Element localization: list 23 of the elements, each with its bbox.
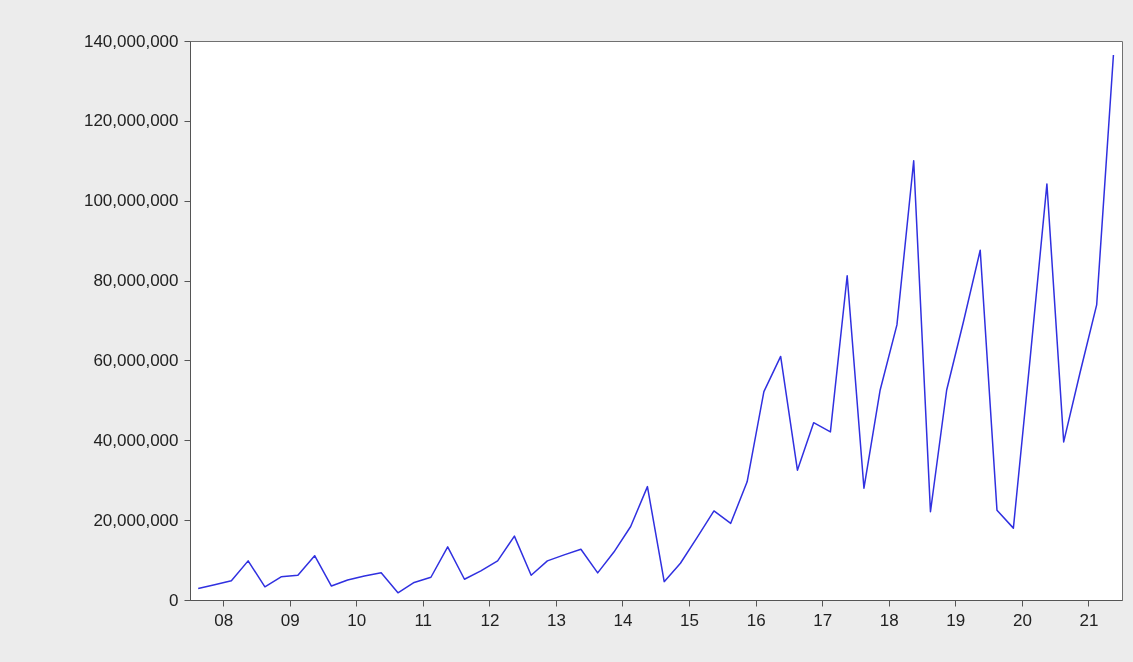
x-tick-label: 11 <box>414 610 433 630</box>
y-tick-label: 0 <box>169 590 179 610</box>
y-tick-label: 20,000,000 <box>93 510 179 530</box>
line-series <box>197 54 1115 594</box>
x-tick-label: 09 <box>280 610 300 630</box>
y-tick-label: 80,000,000 <box>93 271 179 291</box>
x-tick-label: 17 <box>813 610 833 630</box>
x-tick-label: 13 <box>546 610 566 630</box>
x-tick-label: 10 <box>347 610 367 630</box>
x-tick-label: 08 <box>214 610 234 630</box>
x-tick-label: 19 <box>946 610 966 630</box>
x-tick-label: 21 <box>1079 610 1099 630</box>
x-tick-label: 15 <box>680 610 699 630</box>
x-tick-label: 20 <box>1012 610 1032 630</box>
x-tick-label: 16 <box>746 610 766 630</box>
y-tick-label: 60,000,000 <box>93 350 179 370</box>
y-tick-label: 100,000,000 <box>83 191 179 211</box>
y-tick-label: 140,000,000 <box>83 31 179 51</box>
x-tick-label: 14 <box>613 610 633 630</box>
x-tick-label: 18 <box>879 610 899 630</box>
y-tick-label: 120,000,000 <box>83 111 179 131</box>
x-tick-label: 12 <box>480 610 500 630</box>
y-tick-label: 40,000,000 <box>93 430 179 450</box>
